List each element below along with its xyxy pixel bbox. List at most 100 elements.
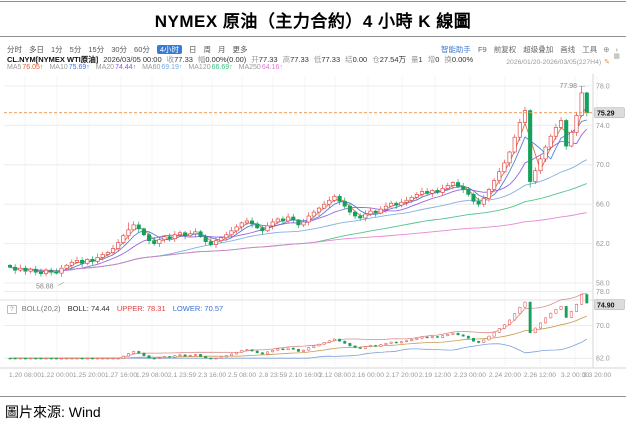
quote-field-value: 77.33 <box>321 54 341 64</box>
quote-field-value: 27.54万 <box>379 54 407 64</box>
svg-text:58.88: 58.88 <box>36 283 54 290</box>
period-tab-多日[interactable]: 多日 <box>29 45 44 54</box>
svg-text:78.0: 78.0 <box>596 289 610 296</box>
quote-field-value: 0 <box>435 54 440 64</box>
period-tabs: 分时 多日 1分 5分 15分 30分 60分 4小时日周月更多 <box>7 44 255 55</box>
toolbar-link-5[interactable]: 画线 <box>560 45 576 54</box>
quote-field-value: 77.33 <box>258 54 278 64</box>
y-axis: 78.0 74.0 70.0 66.0 62.0 58.0 78.0 70.0 62.0 75.2… <box>4 83 625 363</box>
quote-field-label: 量 <box>411 54 419 64</box>
quote-field-value: 77.33 <box>174 54 193 64</box>
price-markers: 77.98 58.88 <box>36 83 585 290</box>
svg-text:74.0: 74.0 <box>596 123 610 130</box>
toolbar-link-3[interactable]: 前复权 <box>493 45 517 54</box>
layout-icon[interactable]: ▦ <box>613 53 620 60</box>
page-title: NYMEX 原油（主力合約）4 小時 K 線圖 <box>154 12 472 31</box>
svg-text:70.0: 70.0 <box>596 162 610 169</box>
edit-icon[interactable]: ✎ <box>604 58 610 66</box>
ma-value-MA20: 74.44↑ <box>115 64 137 71</box>
add-indicator-icon[interactable]: ⊕ <box>603 45 610 54</box>
period-tab-4小时[interactable]: 4小时 <box>156 45 183 54</box>
svg-text:2.16 00:00: 2.16 00:00 <box>352 372 384 379</box>
ma-value-MA120: 66.69↑ <box>211 64 233 71</box>
toolbar-link-1[interactable]: 智能助手 <box>440 45 471 54</box>
svg-text:1.25 20:00: 1.25 20:00 <box>73 372 105 379</box>
svg-text:1.29 08:00: 1.29 08:00 <box>136 372 168 379</box>
svg-text:70.0: 70.0 <box>596 323 610 330</box>
svg-text:3.2 00:00: 3.2 00:00 <box>561 372 590 379</box>
chevron-right-icon[interactable]: › <box>615 45 619 54</box>
svg-text:1.27 16:00: 1.27 16:00 <box>105 372 137 379</box>
quote-symbol: CL.NYM[NYMEX WTI原油] <box>7 54 99 64</box>
svg-text:2.24 20:00: 2.24 20:00 <box>489 372 521 379</box>
quote-field-label: 低 <box>313 54 322 64</box>
svg-text:58.0: 58.0 <box>596 280 610 287</box>
quote-field-value: 1 <box>418 54 423 64</box>
quote-field-label: 幅 <box>197 54 206 64</box>
period-tab-15分[interactable]: 15分 <box>88 45 105 54</box>
ma-label-MA20: MA20 <box>95 64 115 71</box>
source-caption: 圖片來源: Wind <box>5 404 101 420</box>
top-rule <box>0 1 626 2</box>
svg-text:2.10 16:00: 2.10 16:00 <box>289 372 321 379</box>
quote-field-label: 仓 <box>372 54 380 64</box>
quote-field-label: 结 <box>345 54 353 64</box>
svg-text:66.0: 66.0 <box>596 202 610 209</box>
grid-lines <box>0 74 626 369</box>
svg-text:1.22 00:00: 1.22 00:00 <box>41 372 73 379</box>
svg-text:74.90: 74.90 <box>597 302 615 309</box>
period-tab-5分[interactable]: 5分 <box>69 45 82 54</box>
ma-legend: MA576.05↑ MA1075.69↑ MA2074.44↑ MA6069.19↑ M… <box>7 64 289 71</box>
period-tab-分时[interactable]: 分时 <box>7 45 22 54</box>
svg-text:2.1 23:59: 2.1 23:59 <box>168 372 197 379</box>
ma-label-MA120: MA120 <box>188 64 211 71</box>
quote-field-label: 高 <box>282 54 291 64</box>
quote-datetime: 2026/03/05 00:00 <box>103 54 162 64</box>
svg-text:2.17 20:00: 2.17 20:00 <box>386 372 418 379</box>
quote-field-value: 77.33 <box>290 54 309 64</box>
boll-legend: ? BOLL(20,2) BOLL: 74.44 UPPER: 78.31 LO… <box>7 304 223 314</box>
period-tab-1分[interactable]: 1分 <box>51 45 63 54</box>
svg-text:75.29: 75.29 <box>597 110 615 117</box>
svg-text:2.3 16:00: 2.3 16:00 <box>198 372 227 379</box>
boll-lower: LOWER: 70.57 <box>172 303 224 313</box>
period-tab-更多[interactable]: 更多 <box>232 45 248 54</box>
ma-value-MA250: 64.16↑ <box>261 64 283 71</box>
svg-text:62.0: 62.0 <box>596 241 610 248</box>
quote-field-label: 换 <box>444 54 452 64</box>
ma-lines <box>9 106 588 273</box>
period-tab-日[interactable]: 日 <box>189 45 197 54</box>
svg-text:2.19 12:00: 2.19 12:00 <box>419 372 451 379</box>
period-tab-月[interactable]: 月 <box>218 45 226 54</box>
caption-rule <box>0 396 626 397</box>
toolbar-right: 智能助手 F9 前复权 超级叠加 画线 工具 ⊕ › <box>434 44 618 55</box>
toolbar-link-4[interactable]: 超级叠加 <box>523 45 554 54</box>
quote-field-value: 0.00 <box>352 54 368 64</box>
ma-label-MA60: MA60 <box>142 64 161 71</box>
period-tab-60分[interactable]: 60分 <box>134 45 150 54</box>
toolbar-link-6[interactable]: 工具 <box>582 45 598 54</box>
title-rule <box>0 36 626 37</box>
svg-text:2.12 08:00: 2.12 08:00 <box>319 372 351 379</box>
period-tab-30分[interactable]: 30分 <box>111 45 128 54</box>
ma-value-MA10: 75.69↑ <box>68 64 90 71</box>
quote-field-value: 0.00%(0.00) <box>205 54 247 64</box>
svg-text:78.0: 78.0 <box>596 83 610 90</box>
quote-field-value: 0.00% <box>451 54 474 64</box>
main-panel[interactable] <box>7 86 589 277</box>
boll-mid: BOLL: 74.44 <box>67 303 110 313</box>
help-icon[interactable]: ? <box>7 304 17 314</box>
toolbar-link-2[interactable]: F9 <box>477 45 487 54</box>
ma-label-MA250: MA250 <box>238 64 261 71</box>
ma-value-MA60: 69.19↑ <box>161 64 183 71</box>
svg-text:2.23 00:00: 2.23 00:00 <box>454 372 486 379</box>
svg-text:3.3 20:00: 3.3 20:00 <box>583 372 612 379</box>
svg-text:2.26 12:00: 2.26 12:00 <box>524 372 556 379</box>
date-range: 2026/01/20-2026/03/05(227H4) ✎ <box>506 58 610 66</box>
quote-bar: CL.NYM[NYMEX WTI原油] 2026/03/05 00:00 收77.3… <box>7 54 478 65</box>
boll-name: BOLL(20,2) <box>21 303 61 313</box>
period-tab-周[interactable]: 周 <box>203 45 212 54</box>
boll-upper: UPPER: 78.31 <box>116 303 166 313</box>
quote-field-label: 开 <box>251 54 259 64</box>
